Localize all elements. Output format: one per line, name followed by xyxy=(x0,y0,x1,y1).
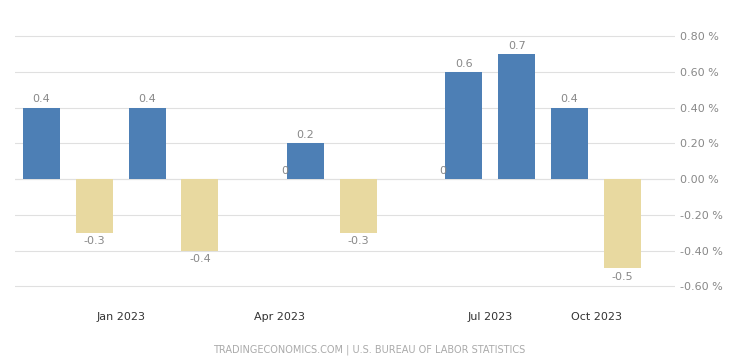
Text: -0.3: -0.3 xyxy=(83,236,105,246)
Text: TRADINGECONOMICS.COM | U.S. BUREAU OF LABOR STATISTICS: TRADINGECONOMICS.COM | U.S. BUREAU OF LA… xyxy=(213,345,525,355)
Bar xyxy=(76,179,113,233)
Text: 0.6: 0.6 xyxy=(455,59,473,69)
Bar xyxy=(182,179,218,251)
Bar xyxy=(23,108,60,179)
Text: -0.5: -0.5 xyxy=(612,272,633,282)
Bar xyxy=(128,108,165,179)
Text: 0.7: 0.7 xyxy=(508,41,525,51)
Bar xyxy=(446,72,483,179)
Text: 0.2: 0.2 xyxy=(297,130,314,140)
Bar xyxy=(287,144,324,179)
Bar xyxy=(340,179,377,233)
Text: 0: 0 xyxy=(281,167,288,177)
Bar xyxy=(604,179,641,268)
Text: -0.3: -0.3 xyxy=(348,236,369,246)
Bar xyxy=(551,108,588,179)
Text: -0.4: -0.4 xyxy=(189,254,211,264)
Text: 0.4: 0.4 xyxy=(32,94,50,104)
Text: 0: 0 xyxy=(439,167,446,177)
Bar xyxy=(498,54,535,179)
Text: 0.4: 0.4 xyxy=(561,94,579,104)
Text: 0.4: 0.4 xyxy=(138,94,156,104)
